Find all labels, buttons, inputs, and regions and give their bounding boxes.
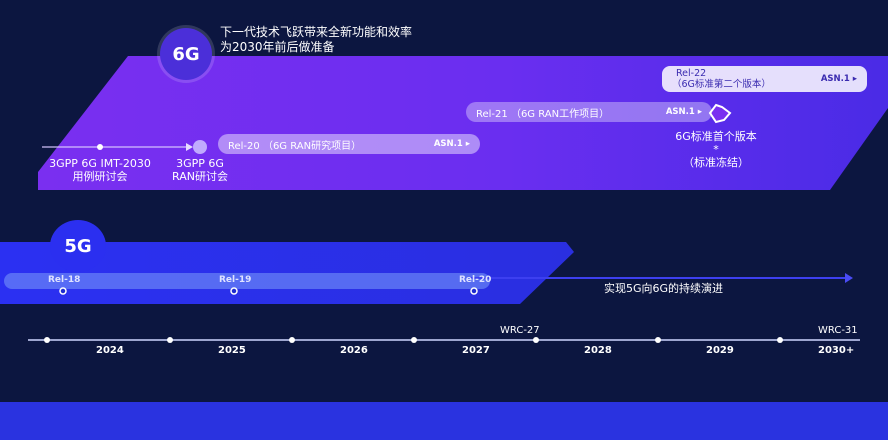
5g-logo-text: 5G: [64, 235, 92, 257]
headline: 下一代技术飞跃带来全新功能和效率 为2030年前后做准备: [220, 25, 412, 55]
rel20-6g-label: Rel-20 （6G RAN研究项目）: [228, 140, 362, 152]
year-2024: 2024: [96, 345, 124, 356]
workshop-ran-caption: 3GPP 6G RAN研讨会: [164, 157, 236, 183]
workshop-imt2030-line1: 3GPP 6G IMT-2030: [49, 157, 151, 170]
rel22-asn: ASN.1 ▸: [820, 74, 857, 84]
rel22-label: Rel-22 （6G标准第二个版本）: [672, 68, 771, 90]
5g-release-rel18: Rel-18: [48, 275, 81, 285]
6g-logo-text: 6G: [172, 43, 200, 65]
year-2026: 2026: [340, 345, 368, 356]
first-6g-standard-line1: 6G标准首个版本: [675, 130, 757, 143]
first-6g-standard-line2: *: [713, 143, 719, 156]
rel20-6g-pill: Rel-20 （6G RAN研究项目） ASN.1 ▸: [218, 134, 480, 154]
rel22-line2: （6G标准第二个版本）: [672, 79, 771, 90]
rel21-pill: Rel-21 （6G RAN工作项目） ASN.1 ▸: [466, 102, 712, 122]
6g-workshop-line: [42, 103, 732, 154]
5g-release-rel20: Rel-20: [459, 275, 492, 285]
first-6g-standard-caption: 6G标准首个版本 * （标准冻结）: [666, 130, 766, 169]
5g-band: [0, 242, 853, 304]
6g-logo: 6G: [160, 28, 212, 80]
rel22-pill: Rel-22 （6G标准第二个版本） ASN.1 ▸: [662, 66, 867, 92]
wrc27-label: WRC-27: [500, 325, 540, 336]
headline-line2: 为2030年前后做准备: [220, 40, 335, 54]
rel21-asn: ASN.1 ▸: [665, 107, 702, 117]
workshop-ran-line2: RAN研讨会: [172, 170, 228, 183]
workshop-ran-line1: 3GPP 6G: [176, 157, 224, 170]
timeline-axis: [28, 337, 860, 343]
5g-release-rel19: Rel-19: [219, 275, 252, 285]
5g-logo: 5G: [50, 220, 106, 272]
year-2025: 2025: [218, 345, 246, 356]
evolution-caption: 实现5G向6G的持续演进: [604, 282, 724, 295]
year-2030plus: 2030+: [818, 345, 855, 356]
rel22-line1: Rel-22: [676, 68, 707, 79]
wrc31-label: WRC-31: [818, 325, 858, 336]
rel20-6g-asn: ASN.1 ▸: [433, 139, 470, 149]
headline-line1: 下一代技术飞跃带来全新功能和效率: [220, 25, 413, 39]
year-2029: 2029: [706, 345, 734, 356]
bottom-band: [0, 402, 888, 440]
first-6g-standard-line3: （标准冻结）: [683, 156, 749, 169]
workshop-imt2030-caption: 3GPP 6G IMT-2030 用例研讨会: [44, 157, 156, 183]
year-2028: 2028: [584, 345, 612, 356]
year-2027: 2027: [462, 345, 490, 356]
workshop-imt2030-line2: 用例研讨会: [72, 170, 128, 183]
rel21-label: Rel-21 （6G RAN工作项目）: [476, 108, 610, 120]
